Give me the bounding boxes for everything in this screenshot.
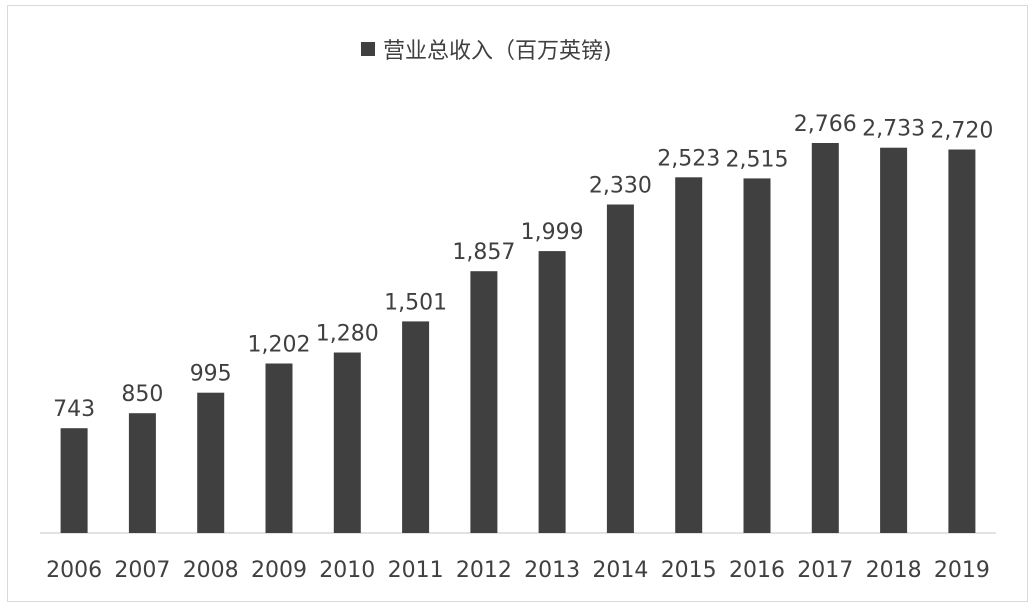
bars-group [60,143,976,534]
x-tick-label-2019: 2019 [934,558,990,583]
bar-2016 [743,178,771,533]
x-tick-label-2008: 2008 [183,558,239,583]
x-tick-label-2010: 2010 [319,558,375,583]
value-label-2006: 743 [53,397,95,422]
x-tick-label-2017: 2017 [797,558,853,583]
bar-2015 [675,177,703,534]
x-tick-label-2013: 2013 [524,558,580,583]
x-tick-label-2014: 2014 [592,558,648,583]
value-label-2007: 850 [121,382,163,407]
bar-2014 [606,204,634,533]
value-label-2015: 2,523 [657,146,720,171]
bar-2018 [880,147,908,533]
x-tick-label-2016: 2016 [729,558,785,583]
bar-2011 [402,321,430,533]
bar-2019 [948,149,976,533]
bar-2009 [265,363,293,533]
bar-2008 [197,392,225,533]
bar-2017 [811,143,839,533]
bar-2013 [538,251,566,533]
x-tick-label-2012: 2012 [456,558,512,583]
legend-swatch [361,42,375,56]
bar-2007 [128,413,156,533]
value-label-2010: 1,280 [316,322,379,347]
bar-2006 [60,428,88,533]
value-label-2008: 995 [190,362,232,387]
x-tick-label-2011: 2011 [388,558,444,583]
value-label-2017: 2,766 [794,112,857,137]
value-label-2011: 1,501 [384,290,447,315]
value-label-2014: 2,330 [589,174,652,199]
value-label-2009: 1,202 [248,333,311,358]
x-tick-label-2018: 2018 [866,558,922,583]
x-tick-label-2009: 2009 [251,558,307,583]
value-label-2012: 1,857 [452,240,515,265]
x-tick-label-2006: 2006 [46,558,102,583]
value-label-2013: 1,999 [521,220,584,245]
value-label-2019: 2,720 [930,119,993,144]
bar-2012 [470,271,498,533]
chart-frame [7,5,1028,602]
x-tick-label-2007: 2007 [114,558,170,583]
value-label-2016: 2,515 [726,147,789,172]
x-tick-label-2015: 2015 [661,558,717,583]
bar-2010 [333,352,361,533]
value-label-2018: 2,733 [862,117,925,142]
tick-labels-group: 2006 2007 2008 2009 2010 2011 2012 2013 2014 2015… [46,558,990,583]
legend-label: 营业总收入（百万英镑) [383,39,612,64]
legend: 营业总收入（百万英镑) [361,39,612,64]
